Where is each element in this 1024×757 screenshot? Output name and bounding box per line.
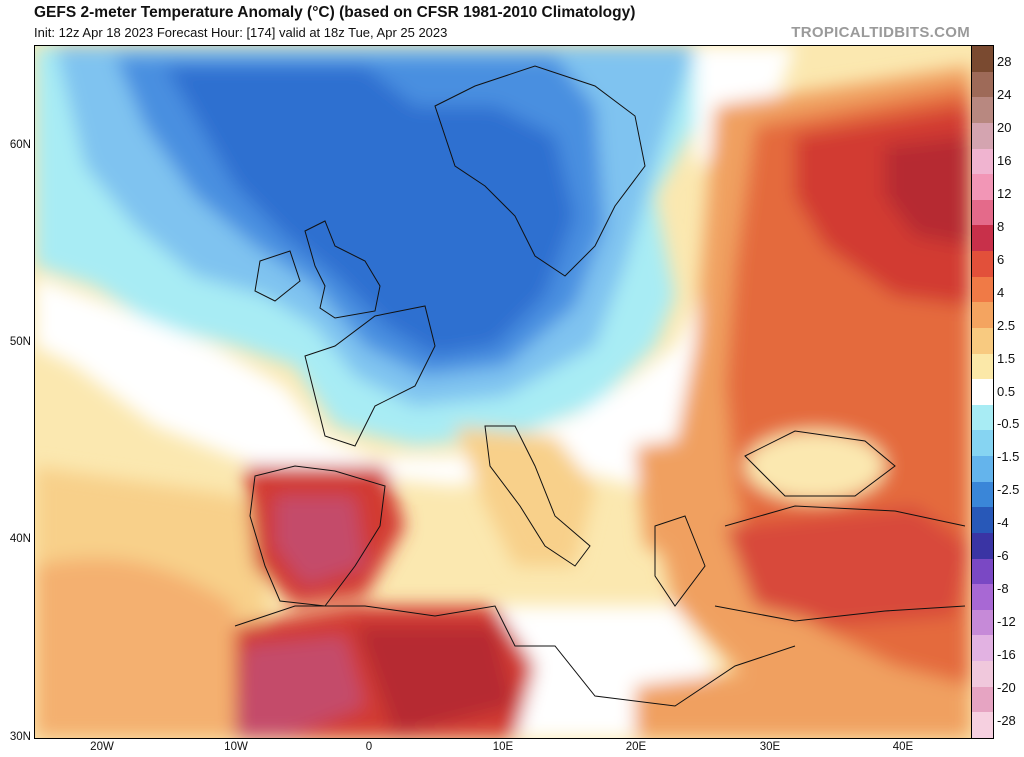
legend-label: 20 [997,119,1012,135]
legend-swatch [972,456,993,483]
legend-label: 16 [997,152,1012,168]
lon-label-20w: 20W [90,741,114,753]
chart-title: GEFS 2-meter Temperature Anomaly (°C) (b… [34,4,636,21]
legend-swatch [972,712,993,739]
lon-label-10w: 10W [224,741,248,753]
lon-label-40e: 40E [892,741,914,753]
lat-label-40n: 40N [9,533,31,545]
legend-label: 28 [997,54,1012,69]
legend-swatch [972,404,993,431]
legend-label: -12 [997,614,1016,630]
legend-label: -4 [997,515,1009,531]
temperature-anomaly-map [34,45,972,739]
legend-swatch [972,225,993,252]
legend-swatch [972,481,993,508]
legend-swatch [972,97,993,124]
legend-swatch [972,174,993,201]
lon-label-30e: 30E [759,741,781,753]
legend-swatch [972,635,993,662]
site-brand: TROPICALTIDBITS.COM [791,24,970,41]
legend-label: 0.5 [997,383,1016,399]
legend-label: -6 [997,548,1009,564]
legend-label: 4 [997,284,1005,300]
legend-label: 6 [997,251,1005,267]
legend-swatch [972,71,993,98]
lat-label-50n: 50N [9,336,31,348]
legend-label: 2.5 [997,317,1016,333]
legend-swatch [972,430,993,457]
anomaly-field [35,46,971,738]
legend-label: 24 [997,86,1012,102]
legend-label: -8 [997,581,1009,597]
lon-label-20e: 20E [625,741,647,753]
legend-swatch [972,302,993,329]
legend-swatch [972,251,993,278]
anomaly-color-legend [971,45,994,739]
legend-label: -28 [997,713,1016,729]
legend-swatch [972,327,993,355]
legend-label: -20 [997,680,1016,696]
lat-label-60n: 60N [9,139,31,151]
legend-label: -2.5 [997,482,1020,498]
lat-label-30n: 30N [9,731,31,743]
legend-label: 8 [997,218,1005,234]
legend-swatch [972,379,993,406]
legend-swatch [972,148,993,175]
legend-swatch [972,199,993,226]
legend-swatch [972,532,993,560]
legend-swatch [972,122,993,149]
legend-swatch [972,507,993,534]
lon-label-10e: 10E [492,741,514,753]
legend-label: 12 [997,185,1012,201]
legend-swatch [972,584,993,611]
legend-label: -1.5 [997,449,1020,465]
coastlines [234,65,966,707]
legend-swatch [972,558,993,585]
legend-label: -16 [997,647,1016,663]
init-valid-subtitle: Init: 12z Apr 18 2023 Forecast Hour: [17… [34,25,448,40]
legend-swatch [972,686,993,713]
legend-swatch [972,661,993,688]
legend-label: 1.5 [997,350,1016,366]
legend-swatch [972,353,993,380]
legend-swatch [972,609,993,636]
lon-label-0: 0 [365,741,373,753]
legend-swatch [972,276,993,303]
legend-swatch [972,46,993,73]
legend-label: -0.5 [997,416,1020,432]
